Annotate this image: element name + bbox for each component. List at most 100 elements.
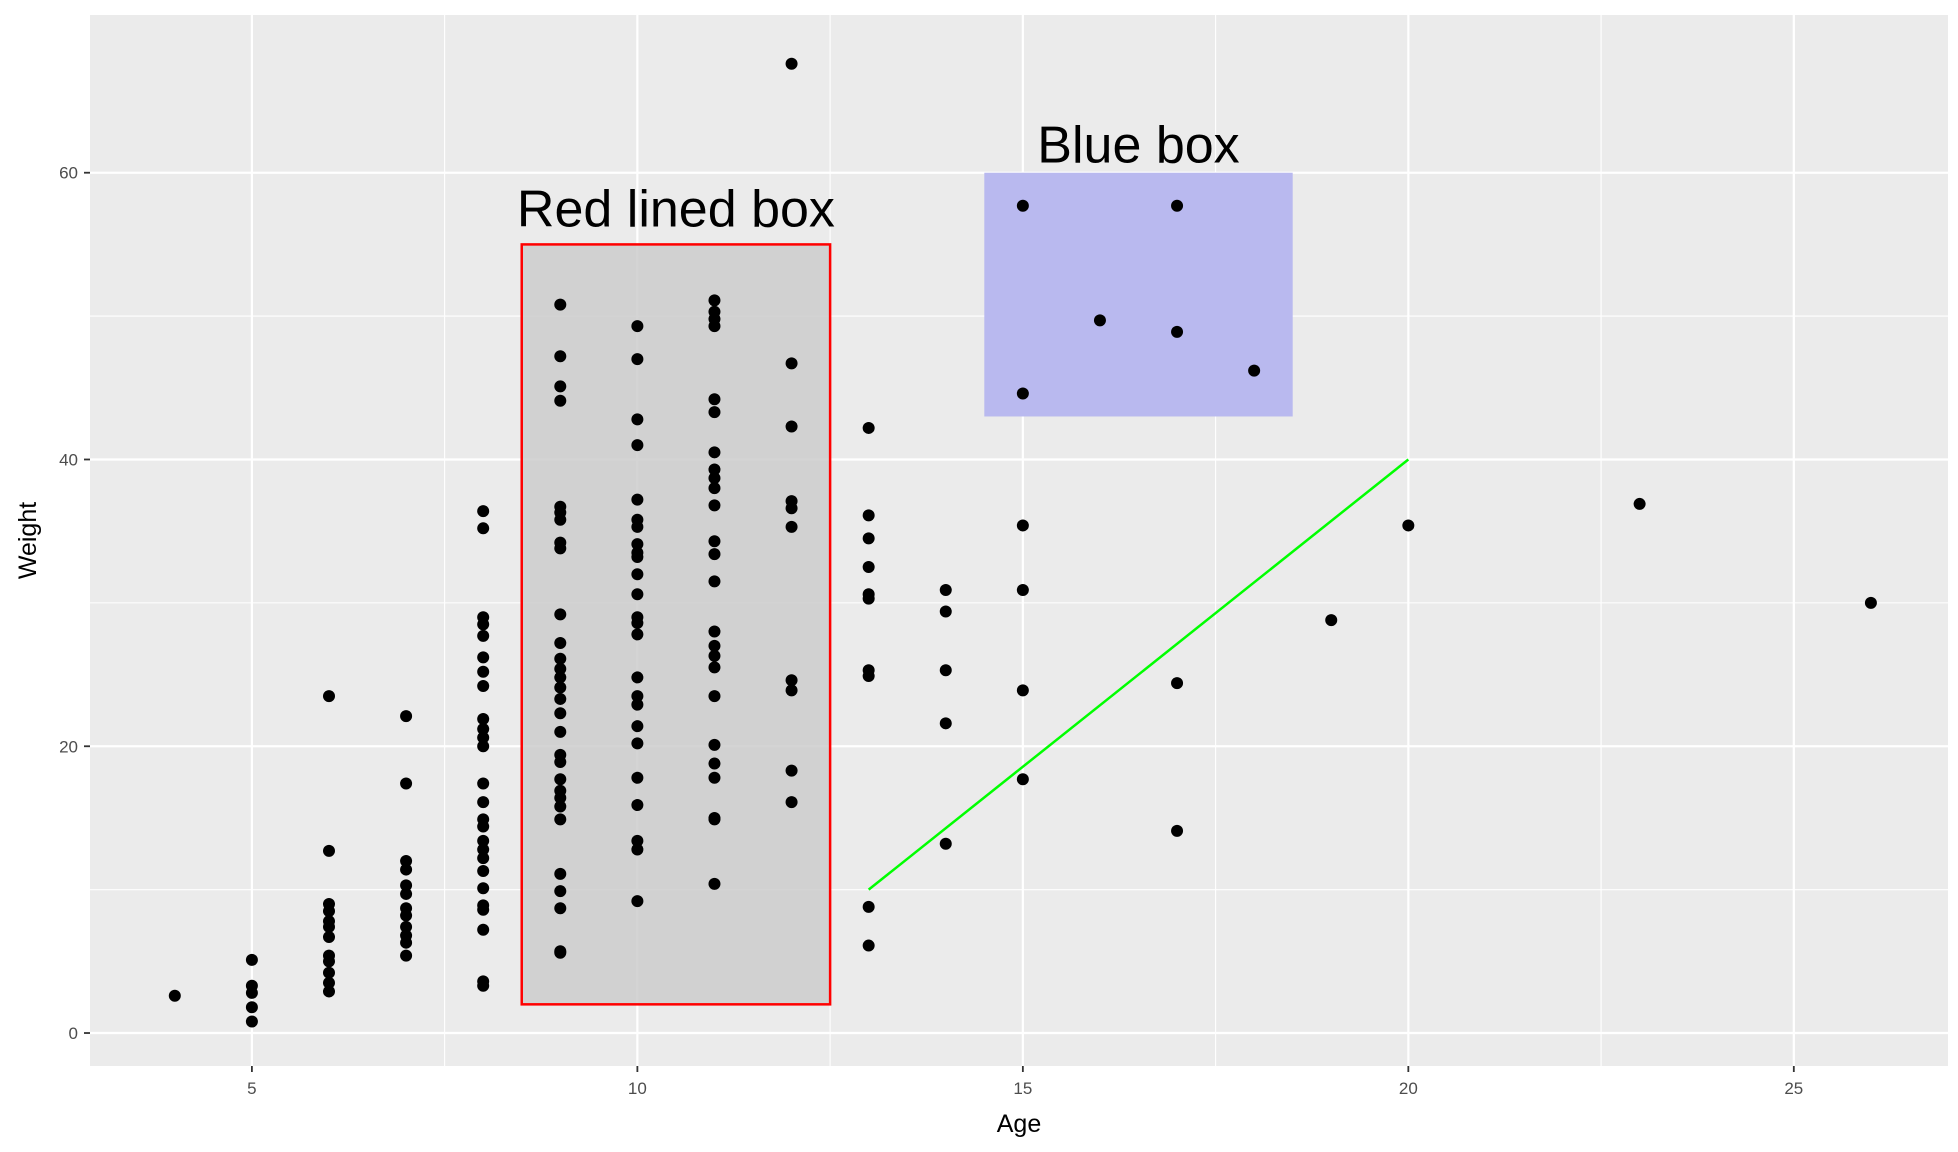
data-point bbox=[631, 737, 644, 750]
data-point bbox=[708, 877, 721, 890]
data-point bbox=[939, 605, 952, 618]
data-point bbox=[631, 568, 644, 581]
data-point bbox=[245, 979, 258, 992]
data-point bbox=[400, 863, 413, 876]
y-tick-label: 20 bbox=[59, 737, 78, 756]
green-line-segment bbox=[867, 458, 1410, 891]
data-point bbox=[477, 713, 490, 726]
data-point bbox=[1171, 325, 1184, 338]
data-point bbox=[477, 505, 490, 518]
data-point bbox=[400, 879, 413, 892]
data-point bbox=[939, 664, 952, 677]
data-point bbox=[631, 353, 644, 366]
x-tick-label: 20 bbox=[1399, 1079, 1418, 1098]
data-point bbox=[631, 720, 644, 733]
x-tick-label: 25 bbox=[1784, 1079, 1803, 1098]
data-point bbox=[554, 380, 567, 393]
data-point bbox=[631, 611, 644, 624]
data-point bbox=[400, 777, 413, 790]
data-point bbox=[708, 649, 721, 662]
data-point bbox=[631, 538, 644, 551]
y-axis-title: Weight bbox=[14, 502, 42, 579]
data-point bbox=[245, 1001, 258, 1014]
data-point bbox=[785, 420, 798, 433]
data-point bbox=[862, 421, 875, 434]
data-point bbox=[554, 652, 567, 665]
data-point bbox=[785, 684, 798, 697]
data-points bbox=[168, 57, 1877, 1028]
data-point bbox=[477, 522, 490, 535]
data-point bbox=[708, 482, 721, 495]
data-point bbox=[554, 867, 567, 880]
data-point bbox=[477, 731, 490, 744]
data-point bbox=[477, 796, 490, 809]
data-point bbox=[554, 748, 567, 761]
data-point bbox=[477, 651, 490, 664]
red-lined-box bbox=[520, 243, 832, 1006]
data-point bbox=[554, 298, 567, 311]
data-point bbox=[554, 773, 567, 786]
data-point bbox=[862, 664, 875, 677]
data-point bbox=[554, 784, 567, 797]
data-point bbox=[477, 864, 490, 877]
data-point bbox=[168, 989, 181, 1002]
data-point bbox=[1325, 614, 1338, 627]
data-point bbox=[1016, 387, 1029, 400]
data-point bbox=[862, 588, 875, 601]
data-point bbox=[400, 920, 413, 933]
data-point bbox=[708, 472, 721, 485]
data-point bbox=[400, 710, 413, 723]
major-grid bbox=[90, 15, 1948, 1066]
x-axis-ticks: 5 10 15 20 25 bbox=[247, 1066, 1803, 1098]
data-point bbox=[785, 57, 798, 70]
data-point bbox=[477, 899, 490, 912]
data-point bbox=[1016, 684, 1029, 697]
data-point bbox=[1248, 364, 1261, 377]
data-point bbox=[708, 575, 721, 588]
data-point bbox=[322, 985, 335, 998]
data-point bbox=[631, 513, 644, 526]
blue-box-label: Blue box bbox=[1037, 117, 1239, 175]
data-point bbox=[862, 561, 875, 574]
data-point bbox=[554, 662, 567, 675]
data-point bbox=[322, 897, 335, 910]
data-point bbox=[785, 674, 798, 687]
data-point bbox=[1016, 519, 1029, 532]
data-point bbox=[554, 500, 567, 513]
data-point bbox=[708, 446, 721, 459]
data-point bbox=[322, 690, 335, 703]
data-point bbox=[400, 929, 413, 942]
data-point bbox=[1016, 583, 1029, 596]
y-tick-label: 40 bbox=[59, 450, 78, 469]
data-point bbox=[785, 520, 798, 533]
data-point bbox=[708, 690, 721, 703]
data-point bbox=[554, 608, 567, 621]
data-point bbox=[708, 305, 721, 318]
data-point bbox=[1633, 497, 1646, 510]
data-point bbox=[477, 629, 490, 642]
data-point bbox=[708, 625, 721, 638]
data-point bbox=[631, 588, 644, 601]
data-point bbox=[708, 661, 721, 674]
data-point bbox=[322, 949, 335, 962]
y-axis-ticks: 0 20 40 60 bbox=[59, 164, 90, 1043]
data-point bbox=[477, 834, 490, 847]
data-point bbox=[554, 637, 567, 650]
x-tick-label: 15 bbox=[1013, 1079, 1032, 1098]
data-point bbox=[1402, 519, 1415, 532]
data-point bbox=[785, 495, 798, 508]
data-point bbox=[631, 628, 644, 641]
data-point bbox=[631, 671, 644, 684]
data-point bbox=[477, 923, 490, 936]
x-axis-title: Age bbox=[997, 1110, 1041, 1138]
data-point bbox=[477, 852, 490, 865]
data-point bbox=[631, 493, 644, 506]
data-point bbox=[554, 813, 567, 826]
data-point bbox=[708, 406, 721, 419]
data-point bbox=[477, 680, 490, 693]
data-point bbox=[1171, 199, 1184, 212]
data-point bbox=[554, 350, 567, 363]
data-point bbox=[245, 1015, 258, 1028]
data-point bbox=[862, 939, 875, 952]
